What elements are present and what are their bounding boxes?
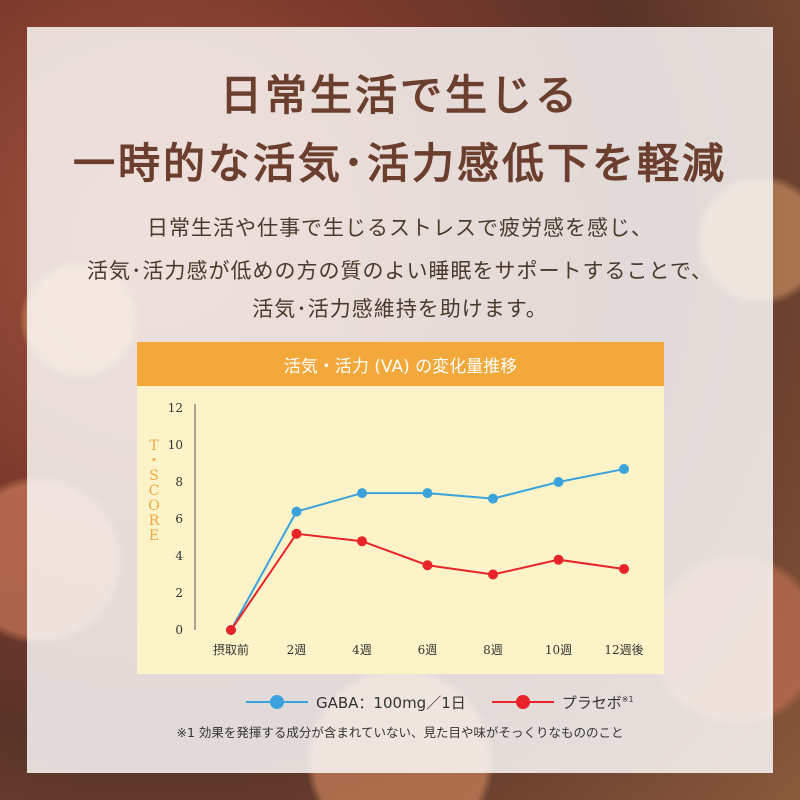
data-point-series-0 (357, 488, 367, 499)
y-tick-label: 4 (175, 549, 183, 563)
data-point-series-1 (422, 560, 433, 571)
x-tick-label: 12週後 (604, 643, 643, 657)
y-tick-label: 2 (175, 586, 183, 600)
y-tick-label: 8 (175, 475, 183, 489)
y-axis-label-char: C (149, 483, 160, 499)
description-line-3: 活気･活力感維持を助けます。 (252, 297, 548, 321)
y-axis-label-char: T (149, 438, 159, 454)
headline-line-2: 一時的な活気･活力感低下を軽減 (72, 139, 727, 188)
legend-label-placebo: プラセボ※1 (561, 693, 634, 712)
series-line-1 (230, 532, 625, 631)
chart-title: 活気・活力 (VA) の変化量推移 (137, 342, 664, 386)
footnote: ※1 効果を発揮する成分が含まれていない、見た目や味がそっくりなもののこと (176, 725, 624, 740)
data-point-series-1 (488, 569, 498, 580)
y-tick-label: 12 (168, 401, 183, 415)
x-tick-label: 8週 (483, 643, 503, 657)
data-point-series-0 (619, 464, 629, 475)
y-axis-label-char: E (149, 528, 159, 544)
data-point-series-0 (291, 506, 302, 517)
legend-label-gaba: GABA：100mg／1日 (316, 693, 466, 712)
description-line-1: 日常生活や仕事で生じるストレスで疲労感を感じ、 (147, 216, 653, 240)
x-tick-label: 摂取前 (213, 642, 249, 657)
y-tick-label: 6 (175, 512, 183, 526)
chart-legend: GABA：100mg／1日 プラセボ※1 (246, 690, 634, 714)
y-axis-label-char: S (149, 468, 159, 484)
data-point-series-1 (226, 625, 236, 635)
x-tick-label: 6週 (418, 643, 438, 657)
data-point-series-0 (422, 488, 433, 499)
data-point-series-1 (619, 563, 629, 574)
data-point-series-1 (357, 536, 367, 547)
chart-container: 活気・活力 (VA) の変化量推移 0 2 4 6 8 10 12 T ・ S C O R E 摂取前 2週 4… (137, 342, 664, 674)
data-point-series-1 (553, 554, 564, 565)
data-point-series-1 (291, 528, 302, 539)
legend-marker-gaba (246, 695, 308, 709)
legend-marker-placebo (491, 695, 554, 709)
headline-line-1: 日常生活で生じる (219, 71, 580, 120)
data-point-series-0 (553, 477, 564, 487)
x-tick-label: 2週 (287, 643, 307, 657)
y-axis-label-char: ・ (147, 453, 161, 469)
y-tick-label: 0 (175, 623, 183, 637)
y-axis-label-char: O (148, 498, 159, 514)
x-tick-label: 4週 (352, 643, 372, 657)
data-point-series-0 (488, 493, 498, 504)
x-tick-label: 10週 (545, 643, 572, 657)
description-line-2: 活気･活力感が低めの方の質のよい睡眠をサポートすることで、 (86, 259, 714, 283)
y-tick-label: 10 (168, 438, 183, 452)
y-axis-label-char: R (149, 513, 160, 529)
